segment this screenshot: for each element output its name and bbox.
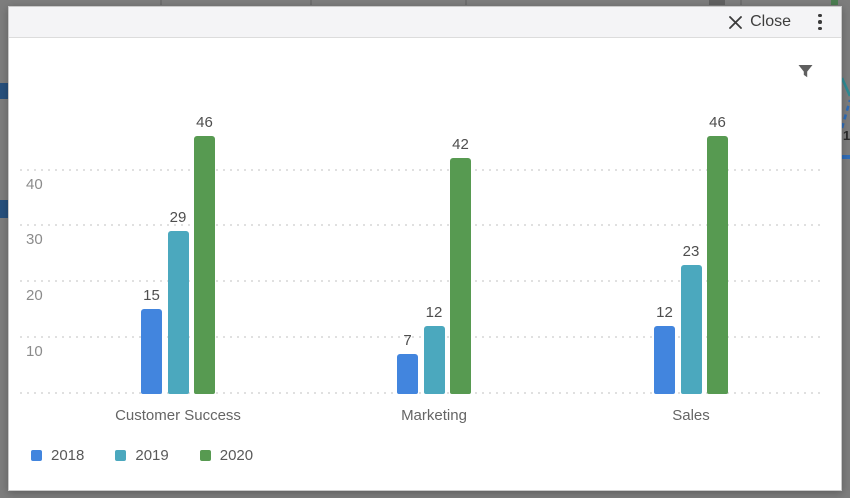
bar-2020-customer-success[interactable] — [194, 136, 215, 394]
bar-2018-marketing[interactable] — [397, 353, 418, 394]
gridline — [20, 336, 822, 339]
bar-2019-customer-success[interactable] — [167, 230, 189, 394]
bar-2018-sales[interactable] — [654, 325, 675, 394]
kebab-menu-icon[interactable] — [809, 10, 831, 34]
y-axis-tick-label: 10 — [26, 343, 43, 361]
backdrop-sidebar-block — [0, 200, 10, 218]
filter-funnel-icon[interactable] — [793, 61, 817, 85]
y-axis-tick-label: 20 — [26, 287, 43, 305]
legend-item-2018[interactable]: 2018 — [31, 448, 84, 463]
legend-item-2020[interactable]: 2020 — [199, 447, 254, 464]
bar-value-label: 12 — [656, 303, 673, 321]
backdrop-table-divider — [310, 0, 312, 5]
category-label: Sales — [672, 407, 710, 424]
y-axis-tick-label: 30 — [26, 231, 43, 249]
bar-2019-marketing[interactable] — [423, 325, 445, 394]
legend-item-2019[interactable]: 2019 — [115, 447, 169, 464]
category-label: Customer Success — [115, 407, 241, 424]
gridline — [20, 392, 822, 394]
bar-value-label: 29 — [169, 208, 187, 226]
legend-marker — [199, 450, 211, 461]
bar-2018-customer-success[interactable] — [141, 309, 162, 394]
backdrop-text-fragment — [709, 0, 725, 5]
bar-value-label: 12 — [425, 303, 443, 321]
bar-value-label: 7 — [403, 331, 412, 349]
backdrop-marker-fragment — [831, 0, 838, 5]
bar-value-label: 23 — [682, 242, 700, 260]
y-axis-tick-label: 40 — [26, 175, 43, 193]
backdrop-chart-fragment — [842, 77, 850, 159]
bar-2019-sales[interactable] — [680, 264, 702, 394]
bar-value-label: 46 — [196, 114, 213, 131]
backdrop-data-label-fragment: 1 — [843, 128, 850, 143]
bar-2020-marketing[interactable] — [450, 158, 471, 394]
bar-2020-sales[interactable] — [707, 136, 728, 394]
legend-label: 2020 — [219, 447, 254, 464]
chart-legend: 2018 2019 2020 — [31, 448, 284, 463]
bar-value-label: 46 — [709, 114, 726, 131]
gridline — [20, 224, 822, 227]
legend-marker — [115, 450, 127, 461]
backdrop-table-divider — [465, 0, 467, 5]
gridline — [20, 168, 822, 171]
backdrop-sidebar-block — [0, 83, 10, 99]
legend-label: 2018 — [51, 447, 85, 464]
bar-value-label: 15 — [143, 287, 160, 305]
backdrop-table-divider — [740, 0, 742, 5]
legend-marker — [31, 450, 42, 461]
bar-chart: 10 20 30 40 15 29 46 Customer Success 7 12 42 Mark… — [9, 39, 841, 490]
bar-value-label: 42 — [452, 136, 469, 154]
popup-header: Close — [9, 7, 841, 38]
legend-label: 2019 — [135, 447, 169, 464]
close-button[interactable]: Close — [725, 12, 795, 32]
close-icon — [729, 15, 742, 29]
gridline — [20, 280, 822, 283]
chart-popup-window: Close 10 20 30 40 15 29 46 Customer Success 7 12… — [8, 6, 842, 491]
category-label: Marketing — [401, 407, 467, 424]
backdrop-table-divider — [160, 0, 162, 5]
close-button-label: Close — [750, 13, 791, 30]
